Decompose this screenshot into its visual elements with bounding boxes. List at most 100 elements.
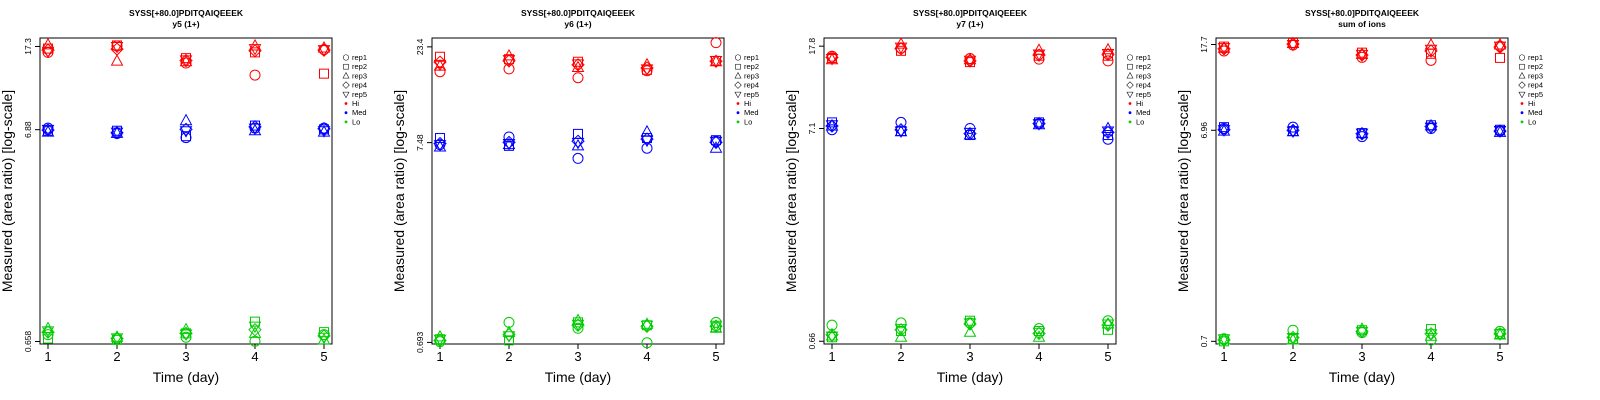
legend-label: rep4 (1136, 81, 1151, 90)
legend-label: rep1 (1528, 53, 1543, 62)
legend-label: rep3 (1136, 71, 1151, 80)
legend-marker-rep2 (1519, 63, 1525, 70)
legend-marker-rep2 (1127, 63, 1133, 70)
legend-label: rep3 (744, 71, 759, 80)
legend-marker-rep3 (1518, 72, 1526, 79)
legend-label: Lo (744, 117, 752, 126)
data-point-lo-rep5 (963, 318, 977, 330)
data-point-hi-rep3 (963, 52, 977, 65)
legend-label: rep2 (1528, 62, 1543, 71)
data-point-lo-rep3 (41, 321, 55, 333)
data-point-med-rep5 (1217, 125, 1231, 137)
data-point-lo-rep1 (641, 337, 653, 349)
legend-label: rep5 (352, 90, 367, 99)
x-tick-label: 3 (182, 349, 189, 364)
data-point-med-rep4 (248, 120, 262, 134)
data-point-lo-rep2 (250, 316, 260, 327)
data-point-hi-rep3 (110, 54, 124, 66)
data-point-hi-rep5 (963, 55, 977, 68)
data-point-lo-rep4 (825, 327, 839, 342)
data-point-med-rep5 (894, 126, 908, 139)
data-point-lo-rep4 (502, 327, 516, 342)
data-point-lo-rep5 (248, 321, 262, 334)
data-point-med-rep5 (963, 127, 977, 140)
data-point-lo-rep1 (572, 322, 584, 334)
data-point-lo-rep3 (825, 328, 839, 341)
x-tick-label: 5 (712, 349, 719, 364)
data-point-hi-rep1 (434, 66, 446, 78)
data-point-med-rep5 (1101, 126, 1115, 139)
y-axis-label: Measured (area ratio) [log-scale] (1176, 90, 1191, 292)
legend-label: rep4 (744, 81, 759, 90)
data-point-hi-rep5 (1424, 44, 1438, 57)
y-axis-label: Measured (area ratio) [log-scale] (392, 90, 407, 292)
plot-frame (39, 37, 333, 345)
data-point-med-rep2 (435, 133, 445, 144)
legend-label: rep4 (1528, 81, 1543, 90)
legend-marker-rep4 (1518, 81, 1526, 89)
data-point-hi-rep5 (1355, 49, 1369, 62)
y-tick-label: 6.96 (1199, 122, 1209, 139)
data-point-hi-rep5 (502, 55, 516, 67)
data-point-med-rep5 (709, 136, 723, 149)
data-point-lo-rep5 (1032, 327, 1046, 340)
data-point-hi-rep3 (1424, 37, 1438, 50)
x-tick-label: 1 (44, 349, 51, 364)
data-point-hi-rep3 (1032, 43, 1046, 55)
data-point-lo-rep5 (571, 319, 585, 332)
data-point-hi-rep5 (433, 59, 447, 72)
data-point-lo-rep4 (317, 329, 331, 343)
y-axis-label: Measured (area ratio) [log-scale] (0, 90, 15, 292)
y-tick-label: 7.1 (807, 122, 817, 134)
data-point-lo-rep5 (41, 326, 55, 338)
x-tick-label: 5 (1104, 349, 1111, 364)
y-tick-label: 6.88 (23, 121, 33, 138)
y-tick-label: 17.7 (1199, 36, 1209, 53)
data-point-med-rep2 (181, 131, 191, 142)
chart-title: SYSS[+80.0]PDITQAIQEEEK (913, 8, 1028, 18)
data-point-lo-rep3 (963, 325, 977, 337)
legend-marker-hi (1520, 102, 1524, 105)
data-point-lo-rep5 (825, 331, 839, 344)
legend-marker-med (1128, 111, 1132, 115)
data-point-lo-rep5 (1217, 334, 1231, 346)
data-points (433, 37, 723, 349)
x-tick-label: 3 (574, 349, 581, 364)
x-tick-label: 4 (643, 349, 650, 364)
data-point-hi-rep3 (571, 60, 585, 72)
data-point-med-rep2 (711, 135, 721, 146)
legend-marker-rep4 (342, 81, 350, 89)
y-tick-label: 17.3 (23, 38, 33, 55)
legend-label: rep4 (352, 81, 367, 90)
data-point-med-rep5 (502, 139, 516, 151)
data-point-hi-rep5 (571, 59, 585, 71)
legend-label: Lo (1528, 117, 1536, 126)
legend-marker-rep1 (1518, 54, 1526, 61)
data-point-lo-rep3 (571, 313, 585, 325)
data-point-hi-rep2 (435, 51, 445, 62)
legend-marker-lo (1128, 120, 1132, 124)
legend-marker-rep3 (1126, 72, 1134, 79)
x-axis-label: Time (day) (1329, 369, 1395, 385)
data-point-hi-rep5 (1032, 49, 1046, 62)
legend-marker-rep2 (735, 63, 741, 70)
x-tick-label: 1 (828, 349, 835, 364)
chart-subtitle: y6 (1+) (564, 19, 591, 29)
data-point-med-rep4 (894, 123, 908, 137)
data-point-lo-rep5 (1493, 329, 1507, 341)
data-point-hi-rep3 (1101, 42, 1115, 55)
data-point-med-rep5 (110, 127, 124, 140)
data-point-med-rep5 (571, 137, 585, 150)
data-point-med-rep5 (1424, 122, 1438, 135)
legend-marker-lo (344, 120, 348, 124)
data-point-med-rep4 (502, 135, 516, 150)
legend-marker-hi (344, 102, 348, 105)
legend-marker-lo (736, 120, 740, 124)
legend-label: rep1 (744, 53, 759, 62)
legend-label: Hi (1136, 99, 1143, 108)
data-point-lo-rep5 (110, 333, 124, 345)
data-point-lo-rep5 (502, 331, 516, 343)
data-point-med-rep1 (572, 152, 584, 164)
